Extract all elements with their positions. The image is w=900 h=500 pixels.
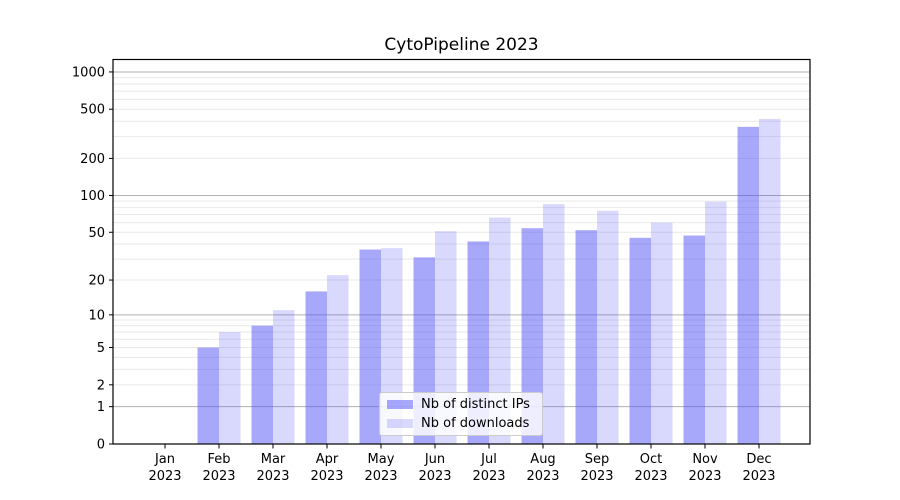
y-tick-label: 5 (97, 341, 105, 356)
x-tick-label-month: Dec (746, 452, 771, 467)
y-tick-label: 10 (88, 308, 105, 323)
y-tick-label: 0 (97, 438, 105, 453)
x-tick-label-year: 2023 (688, 469, 721, 484)
bar-downloads-aug (543, 204, 565, 444)
bar-downloads-jun (435, 231, 457, 444)
x-tick-label-year: 2023 (580, 469, 613, 484)
x-tick-label-month: Feb (207, 452, 230, 467)
x-tick-label-month: Jan (154, 452, 175, 467)
bar-distinct-ips-mar (251, 325, 273, 444)
axes-spines (112, 58, 811, 445)
legend-swatch-distinct-ips (387, 400, 413, 409)
bar-distinct-ips-sep (575, 230, 597, 444)
y-tick-label: 100 (80, 189, 105, 204)
x-tick-label-month: Jul (480, 452, 497, 467)
bar-distinct-ips-apr (305, 291, 327, 444)
chart-title: CytoPipeline 2023 (384, 35, 539, 55)
x-tick-label-month: Apr (316, 452, 339, 467)
legend-item-distinct-ips: Nb of distinct IPs (387, 397, 535, 413)
bar-distinct-ips-dec (737, 126, 759, 444)
x-tick-label-month: Nov (692, 452, 718, 467)
bar-downloads-sep (597, 210, 619, 444)
x-tick-label-year: 2023 (742, 469, 775, 484)
bar-downloads-mar (273, 310, 295, 444)
bar-downloads-nov (705, 201, 727, 444)
x-tick-label-year: 2023 (472, 469, 505, 484)
y-tick-label: 200 (80, 152, 105, 167)
legend-label-distinct-ips: Nb of distinct IPs (421, 396, 530, 412)
x-tick-label-year: 2023 (526, 469, 559, 484)
legend-label-downloads: Nb of downloads (421, 415, 530, 431)
y-tick-label: 2 (97, 378, 105, 393)
x-tick-label-year: 2023 (148, 469, 181, 484)
x-tick-label-year: 2023 (256, 469, 289, 484)
y-tick-label: 1000 (72, 65, 105, 80)
legend: Nb of distinct IPs Nb of downloads (379, 392, 543, 436)
bar-distinct-ips-nov (683, 235, 705, 444)
bar-downloads-jul (489, 217, 511, 444)
x-tick-label-month: Mar (261, 452, 286, 467)
x-tick-label-year: 2023 (418, 469, 451, 484)
x-tick-label-month: Aug (530, 452, 555, 467)
x-tick-label-month: May (368, 452, 395, 467)
bar-downloads-dec (759, 118, 781, 444)
bar-distinct-ips-may (359, 249, 381, 444)
x-tick-label-year: 2023 (310, 469, 343, 484)
bar-distinct-ips-feb (197, 347, 219, 444)
bar-distinct-ips-oct (629, 237, 651, 444)
y-tick-label: 500 (80, 103, 105, 118)
y-tick-label: 50 (88, 226, 105, 241)
x-tick-label-year: 2023 (364, 469, 397, 484)
x-tick-label-month: Sep (585, 452, 610, 467)
legend-item-downloads: Nb of downloads (387, 416, 535, 432)
legend-swatch-downloads (387, 419, 413, 428)
x-tick-label-month: Oct (640, 452, 662, 467)
bar-downloads-apr (327, 275, 349, 444)
x-tick-label-year: 2023 (202, 469, 235, 484)
x-tick-label-month: Jun (424, 452, 445, 467)
bar-distinct-ips-aug (521, 228, 543, 444)
x-tick-label-year: 2023 (634, 469, 667, 484)
bar-downloads-feb (219, 332, 241, 444)
y-tick-label: 20 (88, 274, 105, 289)
y-tick-label: 1 (97, 400, 105, 415)
bar-downloads-oct (651, 222, 673, 444)
